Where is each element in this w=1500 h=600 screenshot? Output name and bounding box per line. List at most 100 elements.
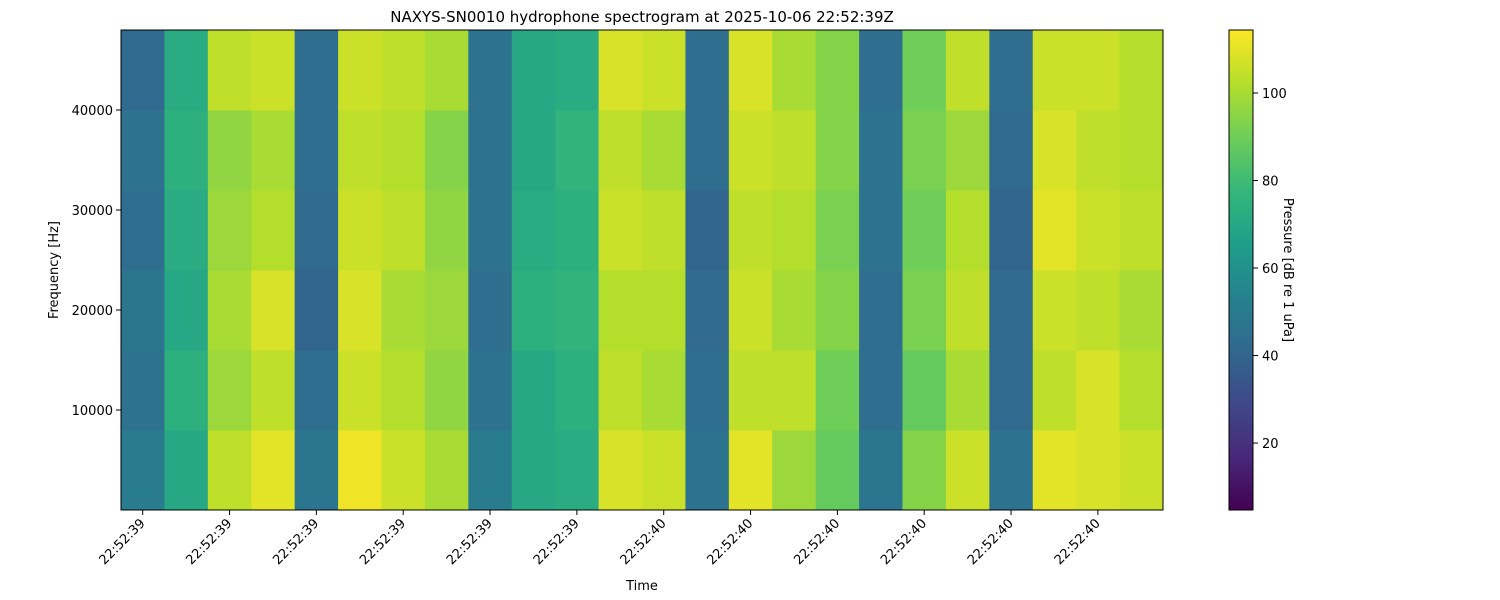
heatmap-cell bbox=[945, 110, 990, 191]
heatmap-cell bbox=[511, 110, 556, 191]
heatmap-cell bbox=[511, 430, 556, 511]
heatmap-cell bbox=[989, 30, 1034, 111]
x-tick-label: 22:52:39 bbox=[357, 516, 409, 568]
heatmap-cell bbox=[945, 30, 990, 111]
heatmap-cell bbox=[989, 110, 1034, 191]
heatmap-cell bbox=[338, 190, 382, 271]
heatmap-cell bbox=[945, 190, 990, 271]
heatmap-cell bbox=[859, 30, 903, 111]
heatmap-cell bbox=[1119, 270, 1164, 351]
heatmap-cell bbox=[555, 350, 600, 431]
heatmap-cell bbox=[294, 190, 339, 271]
heatmap-cell bbox=[294, 30, 339, 111]
heatmap-cell bbox=[207, 190, 252, 271]
heatmap-cell bbox=[1032, 110, 1077, 191]
x-tick-label: 22:52:39 bbox=[444, 516, 496, 568]
heatmap-cell bbox=[251, 350, 296, 431]
heatmap-cell bbox=[598, 190, 643, 271]
heatmap-cell bbox=[1119, 350, 1164, 431]
heatmap-cell bbox=[424, 110, 469, 191]
heatmap-cell bbox=[772, 190, 817, 271]
heatmap-cell bbox=[251, 190, 296, 271]
heatmap-cell bbox=[989, 190, 1034, 271]
heatmap-cell bbox=[815, 430, 860, 511]
heatmap-cell bbox=[902, 110, 947, 191]
heatmap-cell bbox=[642, 350, 686, 431]
x-tick-label: 22:52:39 bbox=[531, 516, 583, 568]
heatmap-cell bbox=[338, 30, 382, 111]
heatmap-cell bbox=[1076, 110, 1121, 191]
heatmap-cell bbox=[251, 430, 296, 511]
heatmap-cell bbox=[859, 190, 903, 271]
heatmap-cell bbox=[772, 270, 817, 351]
heatmap-cell bbox=[598, 430, 643, 511]
heatmap-cell bbox=[1119, 110, 1164, 191]
heatmap-cell bbox=[338, 270, 382, 351]
heatmap-cell bbox=[815, 190, 860, 271]
heatmap-cell bbox=[772, 30, 817, 111]
chart-title: NAXYS-SN0010 hydrophone spectrogram at 2… bbox=[390, 8, 894, 26]
heatmap-cell bbox=[989, 270, 1034, 351]
heatmap-cell bbox=[555, 270, 600, 351]
heatmap-cell bbox=[1076, 430, 1121, 511]
heatmap-cell bbox=[728, 270, 773, 351]
heatmap-cell bbox=[1032, 430, 1077, 511]
heatmap-cell bbox=[772, 430, 817, 511]
heatmap-cell bbox=[1119, 30, 1164, 111]
heatmap-cell bbox=[207, 30, 252, 111]
colorbar-tick-label: 100 bbox=[1262, 87, 1287, 102]
heatmap-cell bbox=[642, 190, 686, 271]
heatmap-cell bbox=[989, 430, 1034, 511]
heatmap-cell bbox=[772, 350, 817, 431]
heatmap-cell bbox=[121, 350, 165, 431]
heatmap-cell bbox=[728, 430, 773, 511]
heatmap-cell bbox=[1076, 350, 1121, 431]
heatmap-cell bbox=[121, 430, 165, 511]
heatmap-cell bbox=[338, 430, 382, 511]
heatmap-cell bbox=[642, 110, 686, 191]
heatmap-cell bbox=[511, 270, 556, 351]
heatmap-cell bbox=[902, 30, 947, 111]
colorbar bbox=[1228, 29, 1254, 511]
heatmap-cell bbox=[511, 30, 556, 111]
y-tick-label: 30000 bbox=[72, 204, 113, 219]
heatmap-cell bbox=[642, 30, 686, 111]
heatmap-cell bbox=[468, 190, 513, 271]
heatmap-cell bbox=[902, 190, 947, 271]
heatmap-cell bbox=[1076, 270, 1121, 351]
heatmap-cell bbox=[121, 270, 165, 351]
x-tick-label: 22:52:40 bbox=[791, 516, 843, 568]
heatmap-cell bbox=[685, 350, 730, 431]
heatmap-cell bbox=[1032, 270, 1077, 351]
heatmap-cell bbox=[468, 270, 513, 351]
colorbar-tick-label: 40 bbox=[1262, 350, 1279, 365]
heatmap-cell bbox=[511, 350, 556, 431]
heatmap-cell bbox=[859, 270, 903, 351]
heatmap-cell bbox=[728, 30, 773, 111]
heatmap-cell bbox=[424, 350, 469, 431]
heatmap-cell bbox=[728, 110, 773, 191]
heatmap-cell bbox=[642, 270, 686, 351]
heatmap-cell bbox=[685, 110, 730, 191]
heatmap-cell bbox=[1119, 190, 1164, 271]
heatmap-cell bbox=[685, 430, 730, 511]
heatmap-cell bbox=[251, 110, 296, 191]
heatmap-cell bbox=[1076, 30, 1121, 111]
heatmap-cell bbox=[468, 110, 513, 191]
heatmap-cell bbox=[381, 190, 426, 271]
heatmap-cell bbox=[424, 190, 469, 271]
heatmap-cell bbox=[1076, 190, 1121, 271]
heatmap-cell bbox=[555, 430, 600, 511]
x-tick-label: 22:52:40 bbox=[704, 516, 756, 568]
heatmap-cell bbox=[294, 110, 339, 191]
heatmap-cell bbox=[381, 30, 426, 111]
heatmap-cell bbox=[251, 30, 296, 111]
heatmap-cell bbox=[294, 270, 339, 351]
heatmap-cell bbox=[598, 30, 643, 111]
heatmap-cell bbox=[381, 350, 426, 431]
heatmap-cell bbox=[121, 190, 165, 271]
heatmap-cell bbox=[685, 30, 730, 111]
heatmap-cell bbox=[772, 110, 817, 191]
heatmap-cell bbox=[468, 350, 513, 431]
